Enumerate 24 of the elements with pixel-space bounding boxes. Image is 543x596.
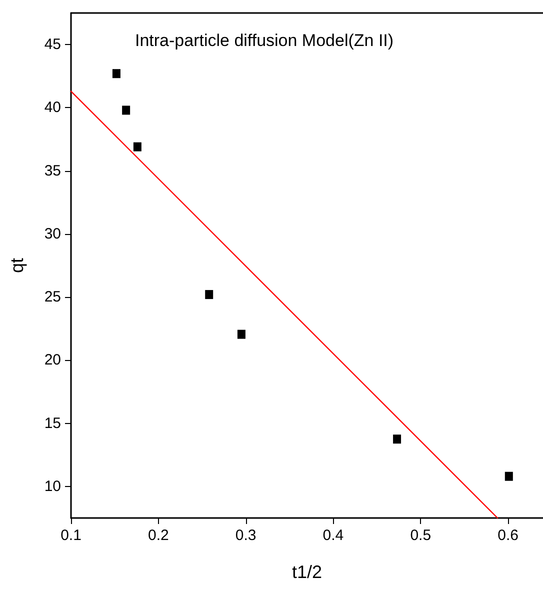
point [504, 472, 513, 481]
x-tick-label: 0.1 [60, 527, 82, 544]
point [122, 106, 130, 115]
point [112, 69, 120, 78]
x-axis-title: t1/2 [292, 562, 322, 582]
x-tick-label: 0.3 [235, 527, 256, 544]
y-tick-label: 30 [44, 225, 61, 242]
x-tick-label: 0.5 [410, 527, 432, 544]
y-tick-label: 20 [44, 352, 61, 369]
point [393, 434, 402, 444]
point [237, 330, 246, 339]
y-axis-title: qt [7, 258, 27, 274]
x-tick-label: 0.4 [322, 527, 344, 544]
point [205, 290, 214, 300]
y-tick-label: 35 [44, 162, 61, 180]
y-tick-label: 10 [44, 478, 61, 495]
y-tick-label: 15 [44, 414, 61, 432]
y-tick-label: 45 [44, 36, 61, 54]
text: Intra-particle diffusion Model(Zn II) [135, 31, 394, 50]
x-tick-label: 0.6 [498, 527, 518, 544]
y-tick-label: 25 [44, 288, 61, 306]
y-tick-label: 40 [44, 99, 61, 116]
point [133, 142, 142, 152]
x-tick-label: 0.2 [148, 527, 169, 544]
